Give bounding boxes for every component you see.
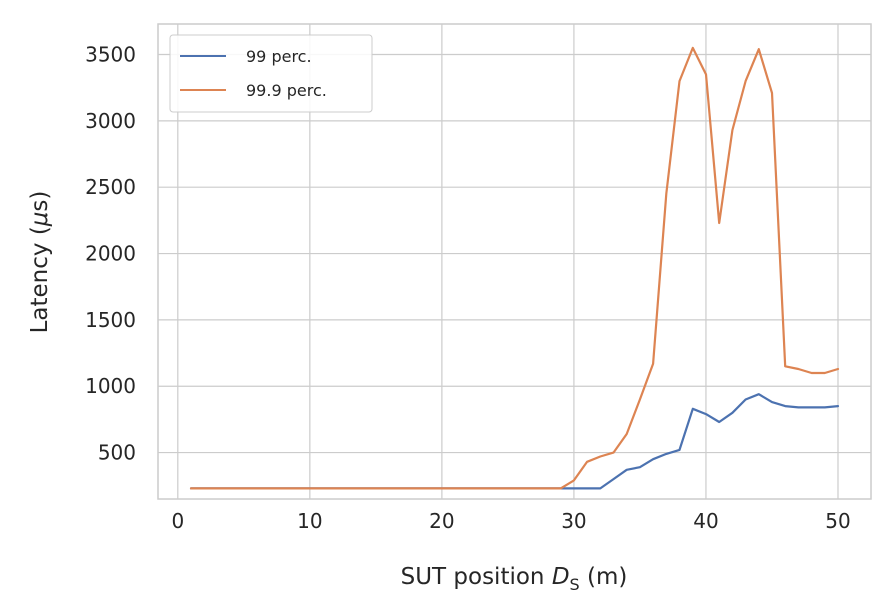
x-tick-labels: 0 10 20 30 40 50 [171,509,850,533]
y-axis-label: Latency (μs) [27,191,53,334]
legend-box [169,34,373,113]
x-tick-label: 10 [297,509,322,533]
y-tick-labels: 500 1000 1500 2000 2500 3000 3500 [85,43,136,465]
x-axis-label-variable: D [552,564,570,590]
series-line-99-9-perc [189,46,840,490]
series-layer [189,46,840,490]
x-tick-label: 30 [561,509,586,533]
x-tick-label: 0 [171,509,184,533]
grid [158,24,871,499]
x-tick-label: 20 [429,509,454,533]
legend-label-99-9-perc: 99.9 perc. [246,81,327,100]
legend: 99 perc. 99.9 perc. [169,34,373,113]
y-tick-label: 500 [98,441,136,465]
y-tick-label: 1000 [85,374,136,398]
x-axis-label: SUT position DS (m) [401,564,628,594]
plot-frame [157,23,872,500]
y-tick-label: 2500 [85,175,136,199]
y-tick-label: 2000 [85,242,136,266]
y-tick-label: 1500 [85,308,136,332]
y-axis-label-mu: μ [27,212,53,228]
y-axis-label-prefix: Latency ( [27,226,53,333]
series-line-99-perc [189,393,840,490]
legend-label-99-perc: 99 perc. [246,47,312,66]
y-tick-label: 3500 [85,43,136,67]
x-axis-label-subscript: S [570,575,580,594]
x-tick-label: 50 [825,509,850,533]
x-axis-label-suffix: (m) [580,564,628,590]
y-axis-label-suffix: s) [27,191,53,212]
x-tick-label: 40 [693,509,718,533]
x-axis-label-prefix: SUT position [401,564,552,590]
y-tick-label: 3000 [85,109,136,133]
